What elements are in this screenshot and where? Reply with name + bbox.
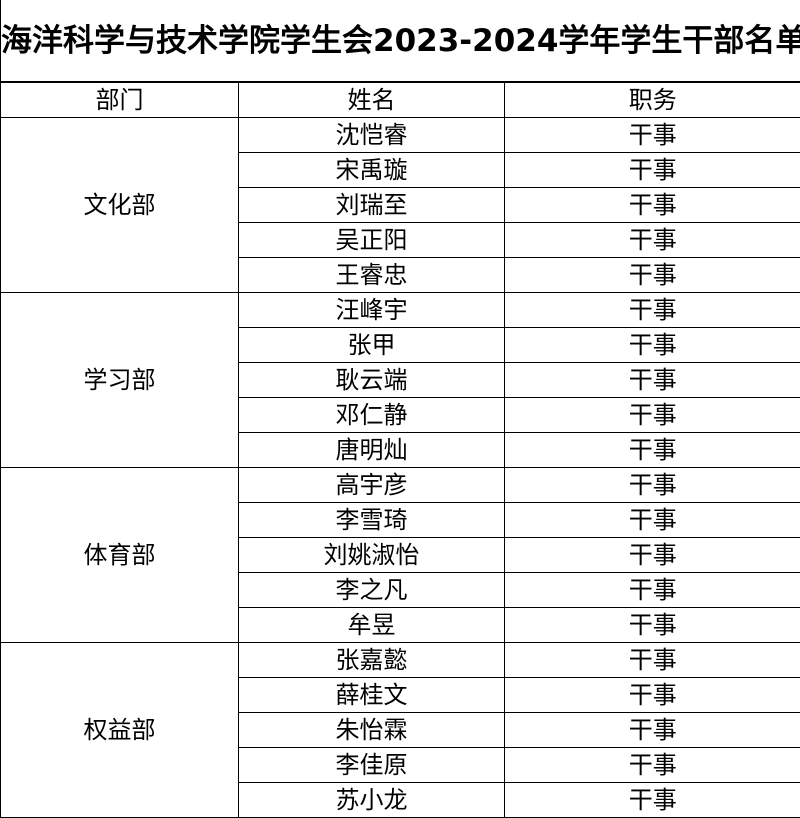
- role-cell: 干事: [504, 362, 800, 398]
- role-cell: 干事: [504, 257, 800, 293]
- header-row: 部门 姓名 职务: [0, 82, 800, 118]
- role-cell: 干事: [504, 187, 800, 223]
- name-cell: 刘瑞至: [238, 187, 505, 223]
- table-row: 体育部 高宇彦 干事: [0, 467, 800, 643]
- table-row: 张甲 干事: [1, 327, 800, 363]
- table-row: 苏小龙 干事: [1, 782, 800, 818]
- role-cell: 干事: [504, 502, 800, 538]
- name-cell: 高宇彦: [238, 467, 505, 503]
- role-cell: 干事: [504, 747, 800, 783]
- table-row: 李之凡 干事: [1, 572, 800, 608]
- title: 海洋科学与技术学院学生会2023-2024学年学生干部名单: [0, 0, 800, 82]
- department-cell: 文化部: [0, 117, 239, 293]
- table-row: 王睿忠 干事: [1, 257, 800, 293]
- table-row: 学习部 汪峰宇 干事: [0, 292, 800, 468]
- table-row: 宋禹璇 干事: [1, 152, 800, 188]
- table-row: 薛桂文 干事: [1, 677, 800, 713]
- table-row: 朱怡霖 干事: [1, 712, 800, 748]
- role-cell: 干事: [504, 712, 800, 748]
- header-cell: 姓名: [238, 82, 505, 118]
- role-cell: 干事: [504, 677, 800, 713]
- name-cell: 薛桂文: [238, 677, 505, 713]
- role-cell: 干事: [504, 642, 800, 678]
- table-body: 文化部 沈恺睿 干事 宋禹璇 干事 刘瑞至 干事 吴正阳 干事 王睿忠 干事 学习部 汪峰宇 干事 张甲 干事…: [0, 117, 800, 818]
- name-cell: 沈恺睿: [238, 117, 505, 153]
- table-row: 李佳原 干事: [1, 747, 800, 783]
- table-row: 刘姚淑怡 干事: [1, 537, 800, 573]
- role-cell: 干事: [504, 607, 800, 643]
- name-cell: 耿云端: [238, 362, 505, 398]
- role-cell: 干事: [504, 152, 800, 188]
- name-cell: 唐明灿: [238, 432, 505, 468]
- role-cell: 干事: [504, 397, 800, 433]
- role-cell: 干事: [504, 537, 800, 573]
- table-row: 刘瑞至 干事: [1, 187, 800, 223]
- name-cell: 邓仁静: [238, 397, 505, 433]
- roster-table: 部门 姓名 职务 文化部 沈恺睿 干事 宋禹璇 干事 刘瑞至 干事 吴正阳 干事 王睿忠 干事 学习部…: [0, 82, 800, 818]
- department-cell: 体育部: [0, 467, 239, 643]
- header-cell: 职务: [504, 82, 800, 118]
- name-cell: 张嘉懿: [238, 642, 505, 678]
- role-cell: 干事: [504, 572, 800, 608]
- name-cell: 牟昱: [238, 607, 505, 643]
- name-cell: 宋禹璇: [238, 152, 505, 188]
- table-row: 邓仁静 干事: [1, 397, 800, 433]
- role-cell: 干事: [504, 292, 800, 328]
- role-cell: 干事: [504, 467, 800, 503]
- name-cell: 汪峰宇: [238, 292, 505, 328]
- table-row: 权益部 张嘉懿 干事: [0, 642, 800, 818]
- name-cell: 刘姚淑怡: [238, 537, 505, 573]
- role-cell: 干事: [504, 782, 800, 818]
- role-cell: 干事: [504, 222, 800, 258]
- table-row: 耿云端 干事: [1, 362, 800, 398]
- department-cell: 权益部: [0, 642, 239, 818]
- name-cell: 朱怡霖: [238, 712, 505, 748]
- table-row: 牟昱 干事: [1, 607, 800, 643]
- role-cell: 干事: [504, 117, 800, 153]
- name-cell: 李雪琦: [238, 502, 505, 538]
- table-row: 吴正阳 干事: [1, 222, 800, 258]
- department-cell: 学习部: [0, 292, 239, 468]
- role-cell: 干事: [504, 327, 800, 363]
- name-cell: 张甲: [238, 327, 505, 363]
- name-cell: 苏小龙: [238, 782, 505, 818]
- name-cell: 吴正阳: [238, 222, 505, 258]
- role-cell: 干事: [504, 432, 800, 468]
- name-cell: 李佳原: [238, 747, 505, 783]
- name-cell: 李之凡: [238, 572, 505, 608]
- name-cell: 王睿忠: [238, 257, 505, 293]
- table-row: 文化部 沈恺睿 干事: [0, 117, 800, 293]
- header-cell: 部门: [0, 82, 239, 118]
- table-row: 唐明灿 干事: [1, 432, 800, 468]
